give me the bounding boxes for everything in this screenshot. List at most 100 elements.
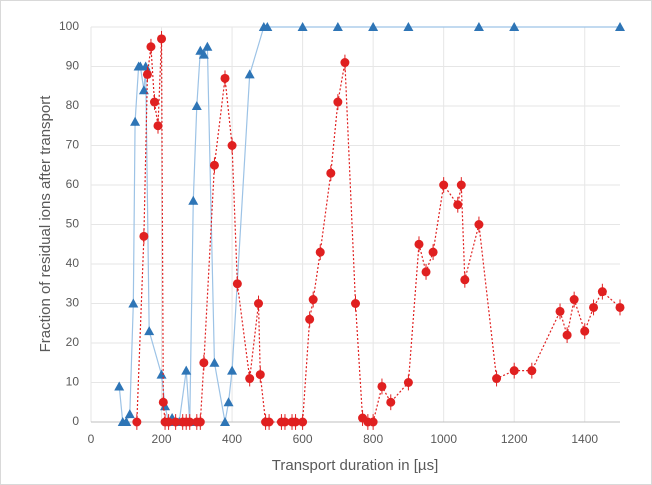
data-point [144, 326, 155, 336]
data-point [403, 22, 414, 31]
data-point [114, 381, 125, 391]
data-point [220, 417, 231, 426]
data-point [414, 239, 424, 249]
data-point [460, 275, 470, 285]
data-point [386, 397, 396, 407]
data-point [199, 358, 209, 368]
data-point [509, 366, 519, 376]
data-point [158, 397, 168, 407]
data-point [139, 231, 149, 241]
data-point [209, 357, 220, 367]
x-tick-label: 1400 [571, 432, 598, 446]
data-point [232, 279, 242, 289]
data-point [227, 365, 238, 375]
y-tick-label: 90 [66, 59, 80, 73]
data-point [439, 180, 449, 190]
data-point [368, 417, 378, 427]
data-point [305, 314, 315, 324]
y-tick-label: 10 [66, 375, 80, 389]
y-tick-label: 0 [72, 414, 79, 428]
data-point [130, 116, 141, 126]
data-point [254, 299, 264, 308]
data-point [580, 326, 590, 336]
y-tick-label: 60 [66, 177, 80, 191]
data-point [368, 22, 379, 31]
data-point [562, 330, 572, 340]
data-point [326, 168, 336, 178]
data-point [615, 22, 625, 31]
data-point [453, 200, 463, 210]
x-tick-label: 1200 [501, 432, 528, 446]
y-tick-label: 20 [66, 335, 80, 349]
data-point [351, 299, 360, 308]
data-point [262, 22, 273, 31]
x-tick-label: 1000 [430, 432, 457, 446]
data-point [220, 73, 230, 83]
data-point [527, 366, 537, 376]
data-point [142, 69, 152, 79]
x-tick-label: 0 [88, 432, 95, 446]
data-point [456, 180, 466, 190]
data-point [121, 417, 132, 426]
data-point [340, 58, 350, 68]
data-point [428, 247, 438, 257]
data-point [291, 417, 301, 427]
data-point [615, 302, 625, 312]
data-point [138, 85, 149, 95]
data-point [597, 287, 607, 297]
data-point [202, 41, 213, 51]
data-point [298, 417, 308, 427]
data-point [255, 370, 265, 380]
data-point [332, 22, 343, 31]
data-point [333, 97, 343, 107]
x-axis-title: Transport duration in [µs] [272, 457, 439, 474]
data-point [555, 306, 565, 316]
data-point [377, 381, 387, 391]
data-point [227, 141, 237, 150]
x-tick-label: 400 [222, 432, 242, 446]
data-point [132, 417, 142, 427]
data-point [191, 101, 202, 110]
data-point [264, 417, 274, 427]
data-point [308, 295, 318, 305]
data-point [124, 409, 135, 419]
data-point [185, 417, 195, 427]
data-point [280, 417, 290, 427]
data-point [245, 374, 255, 384]
x-tick-label: 600 [293, 432, 313, 446]
data-point [128, 298, 139, 308]
data-point [188, 195, 199, 205]
data-point [474, 220, 484, 229]
data-point [421, 267, 431, 277]
data-point [297, 22, 308, 31]
data-point [209, 160, 219, 170]
data-point [157, 34, 167, 44]
y-axis-title: Fraction of residual ions after transpor… [37, 95, 54, 353]
data-point [149, 97, 159, 107]
data-point [589, 302, 599, 312]
data-point [492, 374, 502, 384]
data-point [156, 369, 167, 379]
data-point [315, 247, 325, 257]
y-tick-label: 80 [66, 98, 80, 112]
data-point [195, 417, 205, 427]
y-tick-label: 100 [59, 19, 79, 33]
data-point [223, 397, 234, 407]
data-point [198, 49, 209, 59]
data-point [171, 417, 181, 427]
data-point [569, 295, 579, 305]
data-point [473, 22, 484, 31]
x-tick-label: 200 [152, 432, 172, 446]
data-point [181, 365, 192, 375]
y-tick-label: 40 [66, 256, 80, 270]
data-point [153, 121, 163, 131]
x-tick-label: 800 [363, 432, 383, 446]
y-tick-label: 70 [66, 138, 80, 152]
data-point [146, 42, 156, 52]
data-point [244, 69, 255, 79]
y-tick-label: 30 [66, 296, 80, 310]
data-point [509, 22, 520, 31]
